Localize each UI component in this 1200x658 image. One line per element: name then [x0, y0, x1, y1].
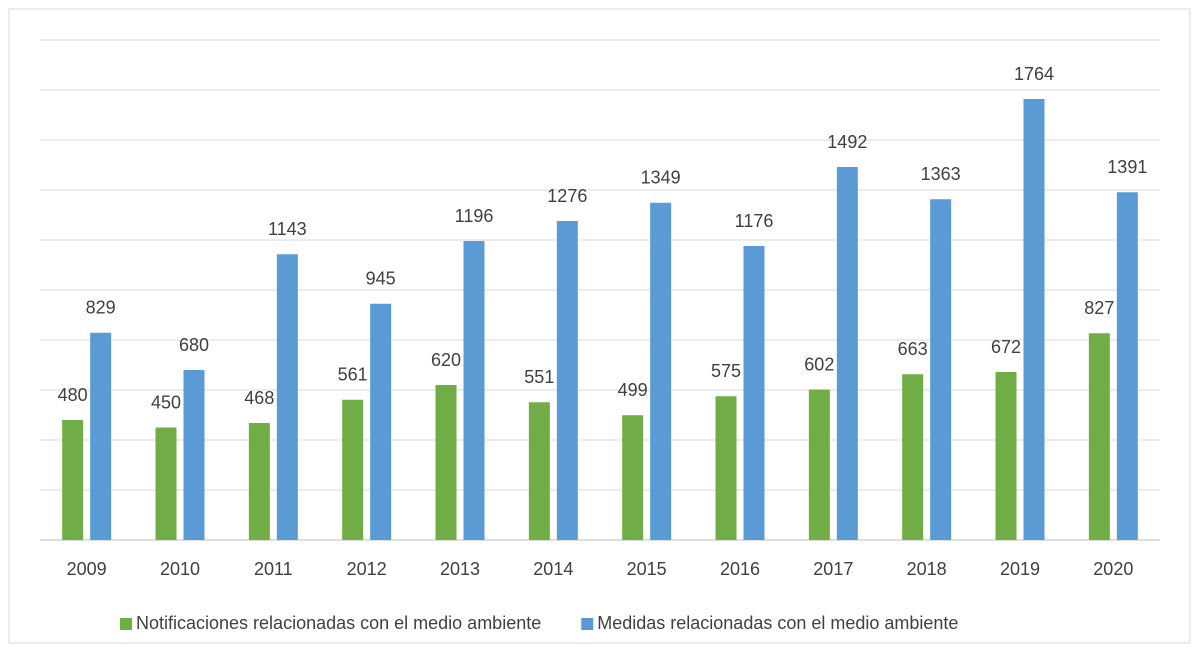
legend-label: Medidas relacionadas con el medio ambien…	[597, 613, 958, 633]
bar	[1023, 99, 1045, 540]
bar	[902, 374, 924, 540]
data-label: 680	[179, 335, 209, 355]
x-tick-label: 2015	[627, 559, 667, 579]
bar	[743, 246, 765, 540]
data-label: 1492	[827, 132, 867, 152]
data-label: 663	[898, 339, 928, 359]
bar	[62, 420, 84, 540]
data-label: 945	[366, 269, 396, 289]
data-label: 1764	[1014, 64, 1054, 84]
legend-swatch	[120, 618, 132, 630]
bar	[248, 423, 270, 540]
bar	[183, 370, 205, 540]
bar	[650, 202, 672, 540]
x-tick-label: 2012	[347, 559, 387, 579]
data-label: 450	[151, 392, 181, 412]
bar	[342, 399, 364, 540]
data-label: 468	[244, 388, 274, 408]
data-label: 620	[431, 350, 461, 370]
bar	[556, 221, 578, 540]
x-tick-label: 2020	[1093, 559, 1133, 579]
data-label: 1176	[735, 211, 774, 231]
data-label: 499	[618, 380, 648, 400]
bar	[1116, 192, 1138, 540]
data-label: 827	[1084, 298, 1114, 318]
data-label: 561	[338, 365, 368, 385]
data-label: 1349	[641, 168, 681, 188]
bar	[435, 385, 457, 540]
bar	[463, 241, 485, 540]
bar	[370, 303, 392, 540]
bar	[622, 415, 644, 540]
data-label: 1391	[1107, 157, 1147, 177]
x-tick-label: 2019	[1000, 559, 1040, 579]
bar	[930, 199, 952, 540]
data-label: 829	[86, 298, 116, 318]
data-label: 602	[804, 354, 834, 374]
bar	[836, 167, 858, 540]
bar	[808, 389, 830, 540]
bar	[155, 427, 177, 540]
bar	[276, 254, 298, 540]
x-tick-label: 2018	[907, 559, 947, 579]
data-label: 1363	[921, 164, 961, 184]
data-label: 672	[991, 337, 1021, 357]
x-tick-label: 2011	[254, 559, 293, 579]
bar	[528, 402, 550, 540]
x-tick-label: 2013	[440, 559, 480, 579]
legend-label: Notificaciones relacionadas con el medio…	[136, 613, 541, 633]
x-tick-label: 2009	[67, 559, 107, 579]
data-label: 1276	[547, 186, 587, 206]
chart-border	[8, 8, 1191, 644]
data-label: 575	[711, 361, 741, 381]
bar	[90, 332, 112, 540]
data-label: 1143	[268, 219, 307, 239]
data-label: 551	[524, 367, 554, 387]
data-label: 480	[58, 385, 88, 405]
bar	[995, 372, 1017, 540]
x-tick-label: 2017	[813, 559, 853, 579]
data-label: 1196	[455, 206, 494, 226]
x-tick-label: 2010	[160, 559, 200, 579]
x-tick-label: 2014	[533, 559, 573, 579]
x-tick-label: 2016	[720, 559, 760, 579]
bar	[715, 396, 737, 540]
bar	[1088, 333, 1110, 540]
legend-swatch	[581, 618, 594, 630]
